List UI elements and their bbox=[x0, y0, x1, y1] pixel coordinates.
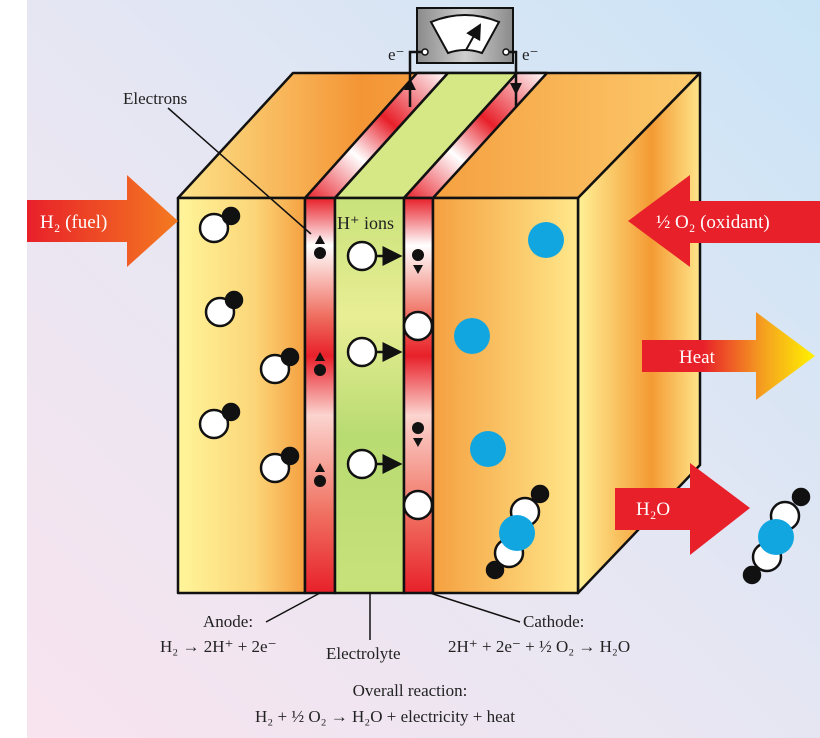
anode-equation: H₂ → 2H⁺ + 2e⁻ bbox=[160, 637, 277, 656]
cathode-strip bbox=[402, 196, 435, 595]
electron-down bbox=[412, 422, 424, 447]
oxidant-arrow: ½ O₂ (oxidant) bbox=[628, 175, 820, 267]
electrons-leader-line bbox=[167, 107, 312, 235]
anode-label: Anode: bbox=[203, 612, 253, 631]
overall-equation: H₂ + ½ O₂ → H₂O + electricity + heat bbox=[255, 707, 515, 726]
electron-up bbox=[314, 352, 326, 376]
leader-lines bbox=[265, 592, 521, 640]
water-molecule-outside bbox=[742, 487, 811, 585]
water-arrow: H₂O bbox=[615, 463, 750, 555]
cathode-label: Cathode: bbox=[523, 612, 584, 631]
h-ion bbox=[346, 240, 403, 272]
h-ions bbox=[346, 240, 403, 480]
oxidant-label: ½ O₂ (oxidant) bbox=[656, 212, 770, 233]
h2-molecule bbox=[204, 290, 244, 328]
fuel-label: H₂ (fuel) bbox=[40, 212, 107, 233]
cathode-equation: 2H⁺ + 2e⁻ + ½ O₂ → H₂O bbox=[448, 637, 630, 656]
h2-molecule bbox=[259, 347, 300, 385]
h2-molecule bbox=[198, 402, 241, 440]
electron-flow-up-arrow bbox=[404, 78, 416, 90]
electron-up bbox=[314, 463, 326, 487]
h2-molecule bbox=[259, 446, 300, 484]
electron-label-right: e⁻ bbox=[522, 45, 539, 64]
anode-electrons bbox=[314, 235, 326, 487]
h-ion bbox=[346, 448, 403, 480]
h-ion bbox=[346, 336, 403, 368]
cathode-electrons bbox=[412, 249, 424, 447]
h2-molecule bbox=[198, 206, 241, 244]
heat-arrow: Heat bbox=[642, 312, 815, 400]
water-label: H₂O bbox=[636, 499, 670, 520]
electron-up bbox=[314, 235, 326, 259]
electrons-label: Electrons bbox=[123, 89, 187, 108]
overall-reaction-label: Overall reaction: bbox=[353, 681, 468, 700]
oxygen-atoms bbox=[454, 222, 564, 467]
hydrogen-molecules bbox=[198, 206, 300, 484]
electron-label-left: e⁻ bbox=[388, 45, 405, 64]
electrolyte-label: Electrolyte bbox=[326, 644, 401, 663]
ammeter-icon bbox=[416, 7, 514, 64]
fuel-arrow: H₂ (fuel) bbox=[27, 175, 178, 267]
h-ions-label: H⁺ ions bbox=[337, 213, 394, 233]
electron-down bbox=[412, 249, 424, 274]
heat-label: Heat bbox=[679, 347, 716, 368]
electron-flow-down-arrow bbox=[510, 83, 522, 95]
water-molecule-inside bbox=[485, 484, 550, 580]
anode-compartment bbox=[176, 196, 307, 595]
cathode-hydrogen bbox=[402, 310, 434, 521]
